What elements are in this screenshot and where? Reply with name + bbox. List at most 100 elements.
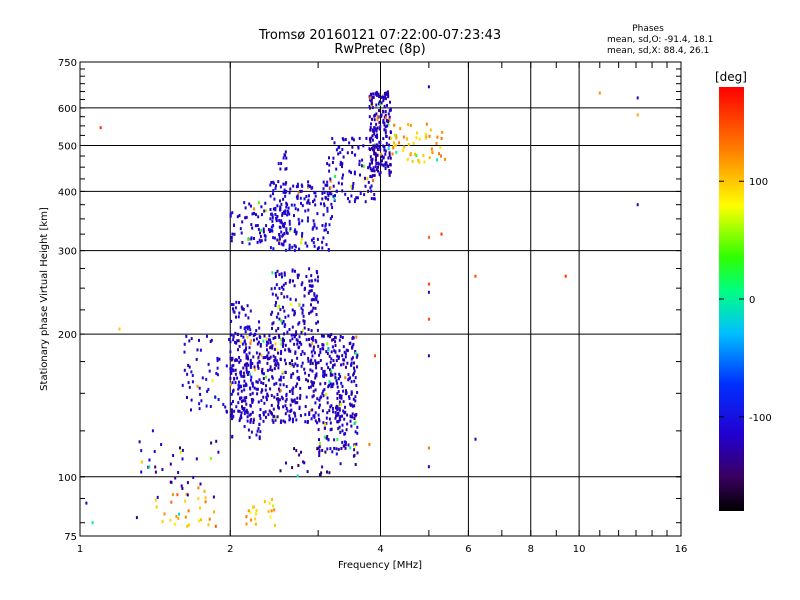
data-point: [322, 389, 325, 393]
data-point: [242, 371, 245, 375]
data-point: [279, 421, 282, 424]
colorbar-label: [deg]: [715, 70, 747, 84]
data-point: [339, 403, 342, 406]
data-point: [341, 423, 344, 427]
data-point: [280, 419, 283, 423]
data-point: [239, 384, 242, 388]
data-point: [293, 313, 296, 317]
data-point: [337, 390, 340, 394]
data-point: [364, 200, 367, 204]
data-point: [282, 419, 285, 423]
data-point: [262, 411, 265, 415]
data-point: [333, 349, 336, 353]
data-point: [177, 471, 180, 474]
data-point: [346, 349, 349, 353]
data-point: [387, 112, 390, 116]
data-point: [355, 383, 358, 387]
data-point: [269, 368, 272, 371]
data-point: [348, 169, 351, 173]
data-point: [249, 393, 252, 397]
data-point: [288, 222, 291, 226]
data-point: [282, 156, 285, 160]
data-point: [389, 156, 392, 160]
data-point: [333, 446, 336, 450]
data-point: [155, 498, 157, 502]
data-point: [343, 417, 346, 421]
data-point: [353, 366, 355, 370]
data-point: [321, 392, 324, 396]
data-point: [339, 375, 342, 379]
data-point: [337, 357, 340, 360]
data-point: [275, 283, 278, 287]
data-point: [209, 457, 212, 461]
data-point: [292, 279, 294, 283]
data-point: [140, 470, 143, 474]
data-point: [339, 396, 341, 400]
data-point: [260, 390, 263, 394]
data-point: [307, 186, 309, 189]
data-point: [181, 457, 184, 461]
data-point: [278, 233, 281, 236]
data-point: [369, 106, 371, 110]
data-point: [296, 339, 299, 343]
data-point: [310, 279, 313, 283]
data-point: [373, 193, 376, 196]
data-point: [381, 159, 383, 163]
data-point: [340, 363, 343, 367]
data-point: [428, 134, 431, 138]
data-point: [275, 184, 277, 188]
data-point: [307, 359, 310, 363]
data-point: [196, 348, 199, 352]
data-point: [327, 438, 330, 442]
data-point: [323, 426, 326, 430]
data-point: [244, 410, 247, 414]
data-point: [339, 335, 342, 338]
data-point: [233, 232, 236, 236]
data-point: [379, 152, 382, 156]
data-point: [290, 203, 293, 207]
data-point: [324, 450, 327, 454]
data-point: [384, 125, 387, 129]
data-point: [238, 409, 241, 413]
data-point: [323, 369, 326, 373]
colorbar-tick-label: -100: [749, 413, 772, 424]
data-point: [291, 466, 294, 470]
phase-info-heading: Phases: [632, 24, 664, 34]
data-point: [296, 356, 299, 360]
data-point: [369, 138, 371, 142]
data-point: [190, 370, 193, 374]
data-point: [303, 352, 306, 356]
data-point: [272, 420, 275, 424]
data-point: [301, 361, 304, 365]
data-point: [384, 152, 387, 156]
data-point: [230, 414, 233, 417]
data-point: [278, 239, 281, 243]
data-point: [303, 197, 306, 201]
data-point: [313, 293, 316, 297]
data-point: [251, 226, 254, 230]
data-point: [153, 450, 156, 453]
data-point: [341, 414, 343, 418]
data-point: [308, 267, 311, 271]
data-point: [282, 287, 285, 291]
data-point: [317, 275, 319, 279]
data-point: [278, 335, 281, 339]
data-point: [294, 351, 297, 355]
data-point: [358, 136, 361, 140]
data-point: [300, 237, 303, 241]
data-point: [305, 395, 308, 399]
data-point: [359, 192, 362, 195]
data-point: [289, 417, 292, 421]
data-point: [184, 499, 187, 503]
data-point: [188, 339, 191, 343]
data-point: [256, 380, 259, 384]
data-point: [373, 173, 376, 177]
data-point: [376, 148, 379, 151]
data-point: [344, 443, 347, 447]
data-point: [237, 409, 240, 413]
data-point: [323, 388, 326, 392]
data-point: [251, 384, 254, 388]
data-point: [269, 387, 272, 391]
data-point: [273, 367, 276, 371]
data-point: [147, 465, 150, 469]
